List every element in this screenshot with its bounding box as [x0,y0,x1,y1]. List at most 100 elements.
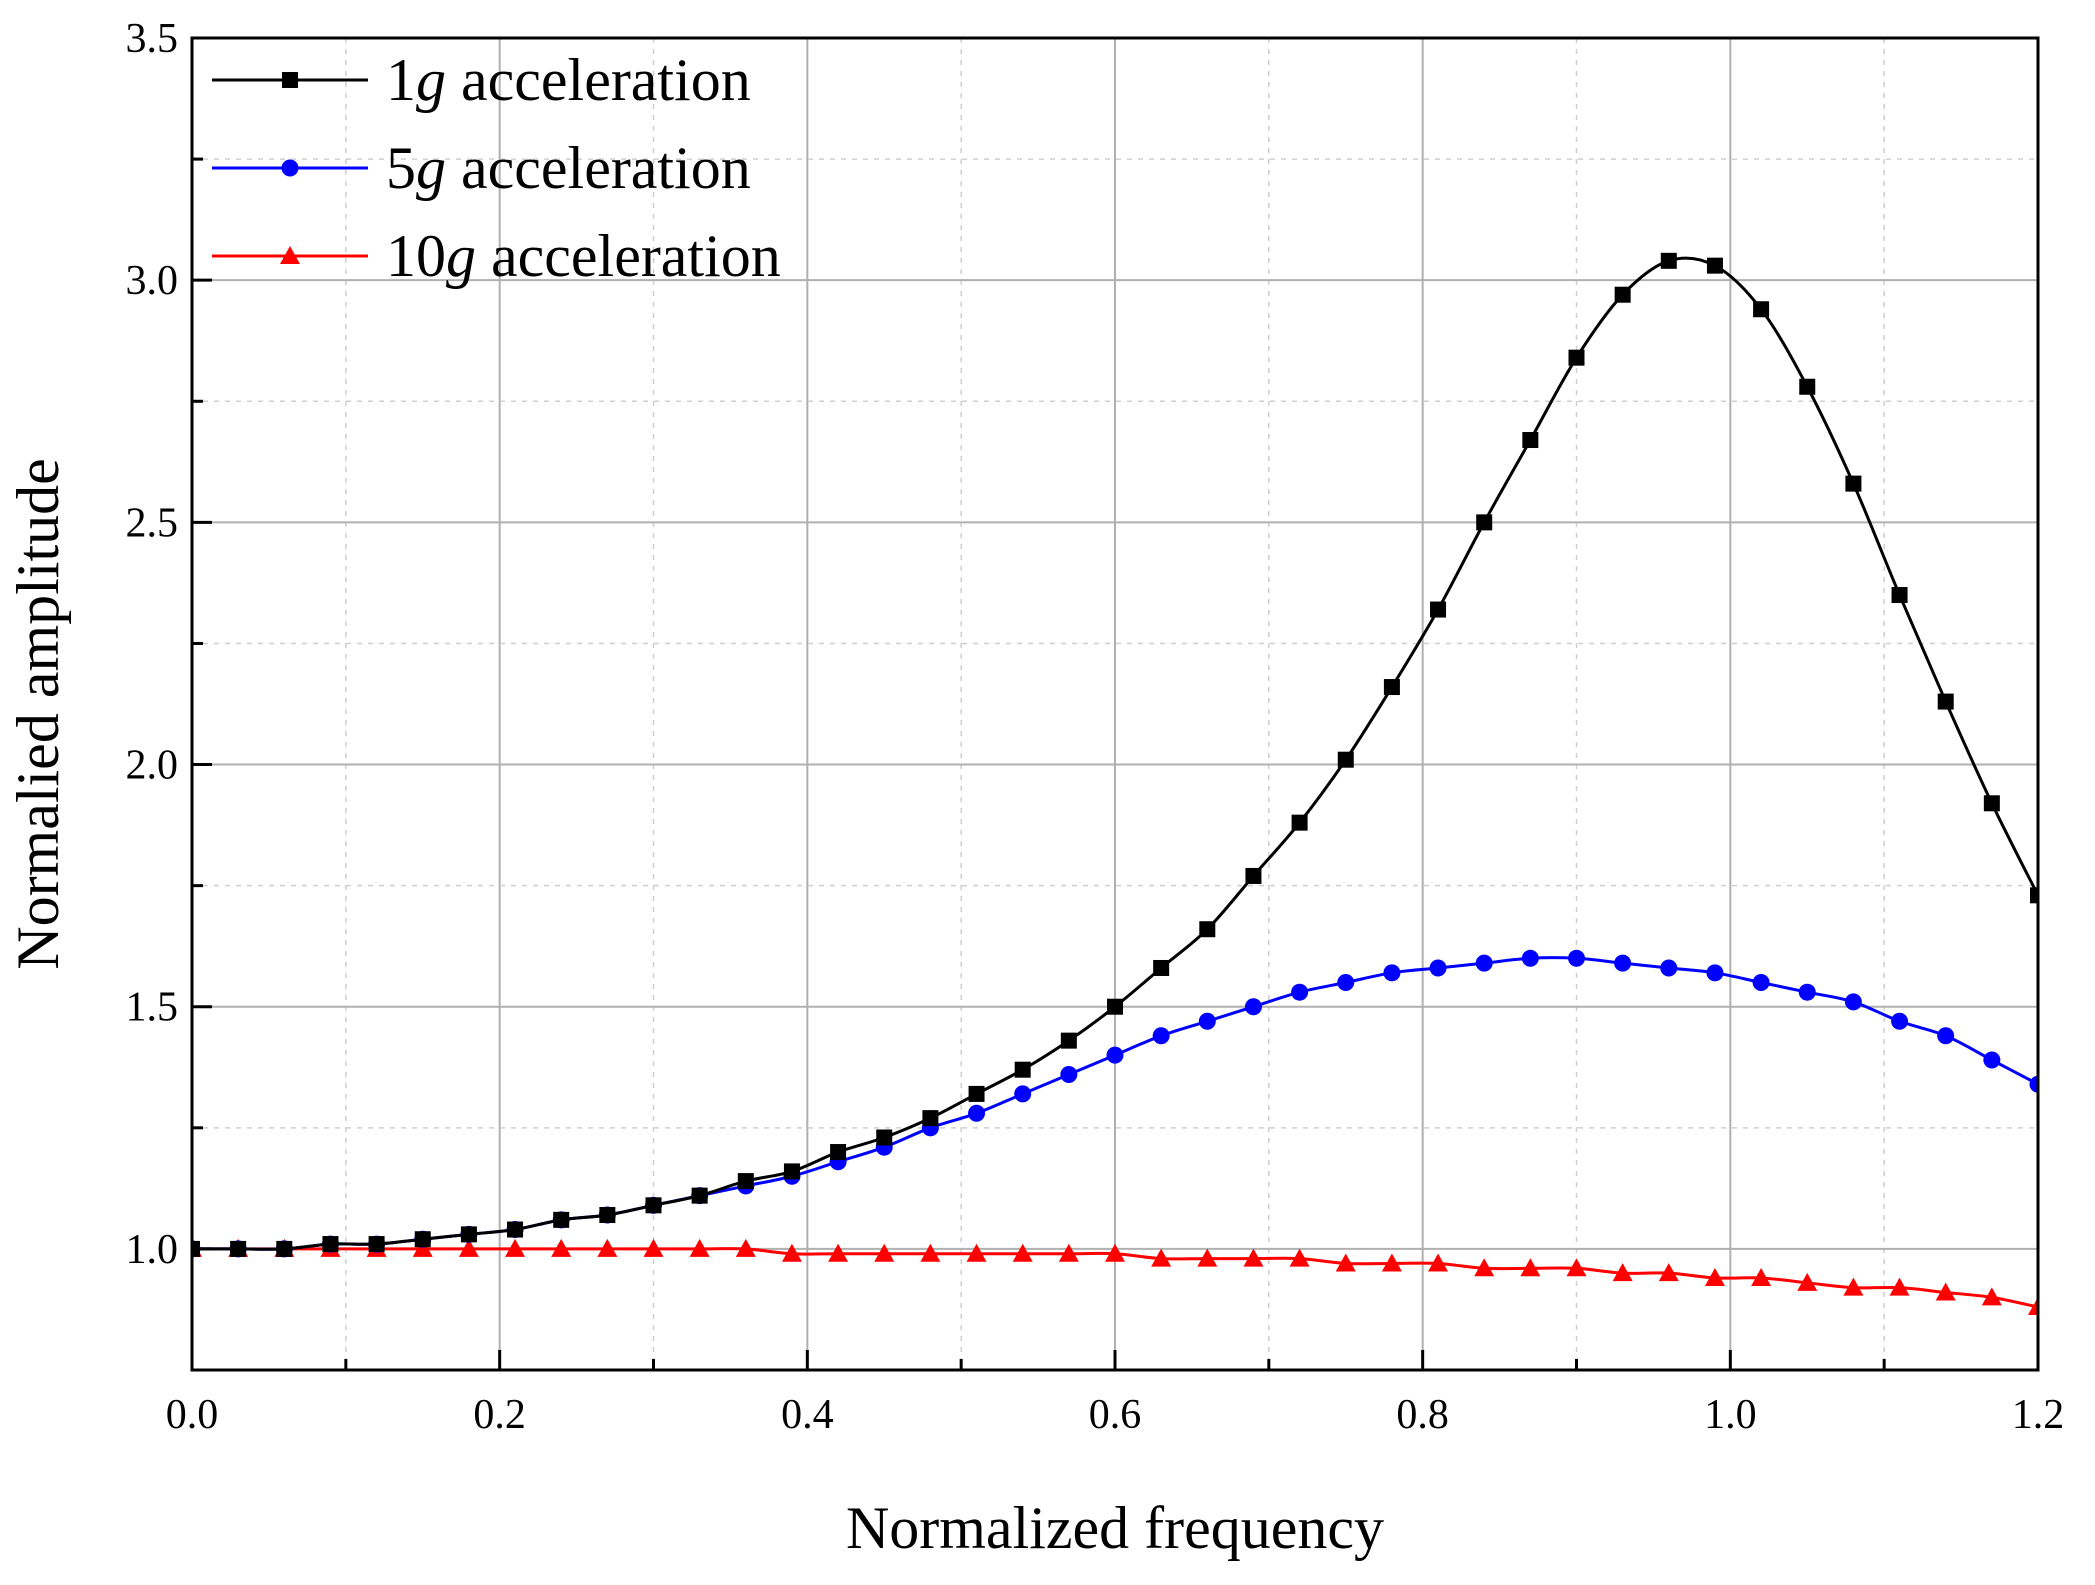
data-point [1520,1258,1541,1277]
x-tick-label: 0.0 [166,1392,219,1438]
data-point [597,1238,618,1257]
data-point [1429,959,1447,977]
data-point [968,1104,986,1122]
data-point [553,1211,570,1228]
data-point [828,1243,849,1262]
data-point [1199,921,1216,938]
legend-item: 1g acceleration [212,47,751,113]
data-point [507,1221,524,1238]
data-point [968,1085,985,1102]
data-point [1152,1027,1170,1045]
data-point [599,1207,616,1224]
data-point [368,1236,385,1253]
data-point [966,1243,987,1262]
data-point [1935,1282,1956,1301]
data-point [1198,1012,1216,1030]
data-point [505,1238,526,1257]
data-point [1891,1012,1909,1030]
data-point [2030,887,2038,904]
data-point [1014,1085,1032,1103]
data-point [922,1110,939,1127]
y-tick-label: 3.5 [126,16,179,62]
data-point [1012,1243,1033,1262]
y-axis-title: Normalied amplitude [5,458,71,970]
legend-label-prefix: 5 [386,135,416,201]
legend-label: 10g acceleration [386,223,781,289]
data-point [1291,983,1309,1001]
data-point [1475,954,1493,972]
data-point [1751,1267,1772,1286]
data-point [1614,954,1632,972]
y-tick-label: 1.0 [126,1227,179,1273]
data-point [1568,349,1585,366]
data-point [1383,679,1400,696]
data-point [1658,1263,1679,1282]
legend-label-prefix: 10 [386,223,446,289]
data-point [1845,475,1862,492]
data-point [414,1231,431,1248]
data-point [1798,983,1816,1001]
data-point [1197,1248,1218,1267]
x-tick-label: 0.8 [1396,1392,1449,1438]
data-point [276,1240,293,1257]
data-point [735,1238,756,1257]
data-point [1060,1032,1077,1049]
data-point [1383,964,1401,982]
data-point [1844,993,1862,1011]
data-point [1058,1243,1079,1262]
data-point [830,1144,847,1161]
x-tick-label: 0.6 [1089,1392,1142,1438]
series-0 [192,252,2038,1257]
x-tick-label: 0.4 [781,1392,834,1438]
legend-label-italic: g [416,135,446,201]
legend-label-suffix: acceleration [476,223,781,289]
y-tick-label: 2.5 [126,500,179,546]
data-point [643,1238,664,1257]
data-point [1521,949,1539,967]
data-point [689,1238,710,1257]
data-point [874,1243,895,1262]
legend-label-italic: g [416,47,446,113]
data-point [1522,432,1539,449]
data-point [737,1173,754,1190]
legend-label-suffix: acceleration [446,47,751,113]
data-point [1060,1066,1078,1084]
data-point [1335,1253,1356,1272]
x-tick-label: 0.2 [473,1392,526,1438]
data-point [1428,1253,1449,1272]
data-point [1474,1258,1495,1277]
series-2 [192,1238,2038,1316]
data-point [458,1238,479,1257]
data-point [1151,1248,1172,1267]
data-point [2028,1297,2038,1316]
data-point [551,1238,572,1257]
legend-marker [282,72,298,88]
data-point [1245,867,1262,884]
data-point [230,1240,247,1257]
legend-label-suffix: acceleration [446,135,751,201]
data-point [460,1226,477,1243]
data-point [1983,1051,2001,1069]
y-tick-label: 2.0 [126,743,179,789]
y-tick-label: 3.0 [126,258,179,304]
data-point [1107,998,1123,1015]
data-point [1660,252,1677,269]
data-point [1843,1277,1864,1296]
data-point [1106,1046,1124,1064]
data-point [645,1197,662,1214]
data-point [1244,998,1262,1016]
data-point [1706,964,1724,982]
x-tick-label: 1.0 [1704,1392,1757,1438]
data-point [1753,301,1770,318]
data-point [1153,959,1170,976]
data-point [876,1129,893,1146]
data-point [1937,1027,1955,1045]
axes: 0.0 0.2 0.4 0.6 0.8 1.0 1.2 1.0 1.5 2.0 2.5 3.0 3.5 [126,16,2065,1438]
data-point [1614,286,1631,303]
data-point [322,1236,339,1253]
data-point [1704,1267,1725,1286]
data-point [412,1238,433,1257]
data-point [1891,587,1908,604]
legend-label-prefix: 1 [386,47,416,113]
